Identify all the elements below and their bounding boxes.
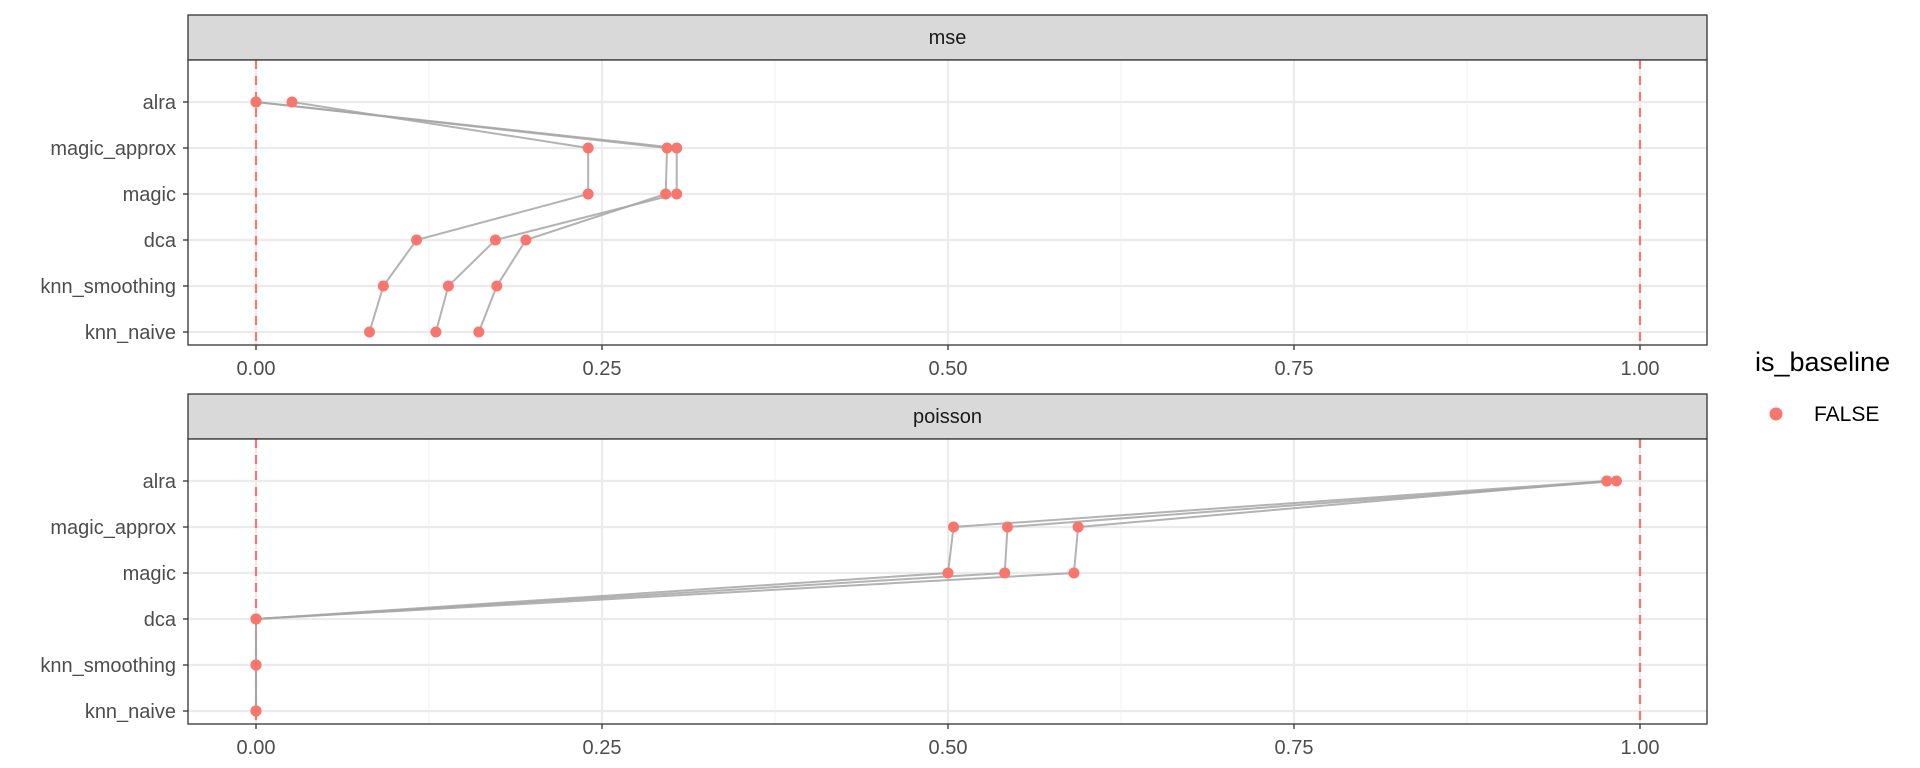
x-tick-label: 1.00	[1621, 358, 1660, 380]
data-point	[661, 142, 673, 154]
data-point	[250, 659, 262, 671]
x-tick-label: 0.75	[1275, 358, 1314, 380]
legend-title: is_baseline	[1755, 347, 1890, 377]
data-point	[1068, 567, 1080, 579]
data-point	[1072, 521, 1084, 533]
data-point	[491, 280, 503, 292]
y-tick-label: magic_approx	[50, 517, 176, 539]
x-tick-label: 0.50	[929, 358, 968, 380]
x-tick-label: 0.75	[1275, 737, 1314, 759]
x-tick-label: 0.00	[237, 358, 276, 380]
data-point	[489, 234, 501, 246]
legend-label: FALSE	[1814, 403, 1879, 426]
series-path	[255, 101, 678, 333]
data-point	[582, 188, 594, 200]
y-tick-label: alra	[143, 92, 177, 114]
data-point	[999, 567, 1011, 579]
x-tick-label: 1.00	[1621, 737, 1660, 759]
facet-strip-poisson	[187, 393, 1708, 440]
data-point	[671, 188, 683, 200]
x-tick-label: 0.00	[237, 737, 276, 759]
data-point	[430, 326, 442, 338]
data-point	[520, 234, 532, 246]
legend-key-point	[1769, 407, 1783, 421]
data-point	[442, 280, 454, 292]
data-point	[948, 521, 960, 533]
y-tick-label: dca	[144, 230, 177, 252]
data-point	[671, 142, 683, 154]
data-point	[363, 326, 375, 338]
facet-strip-label: poisson	[913, 406, 982, 428]
data-point	[250, 705, 262, 717]
series-path	[255, 480, 1607, 711]
y-tick-label: knn_naive	[85, 701, 176, 723]
data-point	[1610, 475, 1622, 487]
y-tick-label: alra	[143, 471, 177, 493]
data-point	[473, 326, 485, 338]
y-tick-label: knn_smoothing	[40, 276, 176, 298]
y-tick-label: knn_smoothing	[40, 655, 176, 677]
x-tick-label: 0.50	[929, 737, 968, 759]
y-tick-label: magic	[123, 563, 176, 585]
data-point	[377, 280, 389, 292]
data-point	[1601, 475, 1613, 487]
x-tick-label: 0.25	[583, 358, 622, 380]
series-path	[291, 101, 590, 333]
y-tick-label: knn_naive	[85, 322, 176, 344]
data-point	[1002, 521, 1014, 533]
data-point	[250, 96, 262, 108]
facet-strip-label: mse	[929, 27, 967, 49]
y-tick-label: magic_approx	[50, 138, 176, 160]
data-point	[250, 613, 262, 625]
x-tick-label: 0.25	[583, 737, 622, 759]
data-point	[582, 142, 594, 154]
data-point	[286, 96, 298, 108]
facet-strip-mse	[187, 14, 1708, 61]
data-point	[660, 188, 672, 200]
data-point	[411, 234, 423, 246]
y-tick-label: dca	[144, 609, 177, 631]
y-tick-label: magic	[123, 184, 176, 206]
data-point	[942, 567, 954, 579]
